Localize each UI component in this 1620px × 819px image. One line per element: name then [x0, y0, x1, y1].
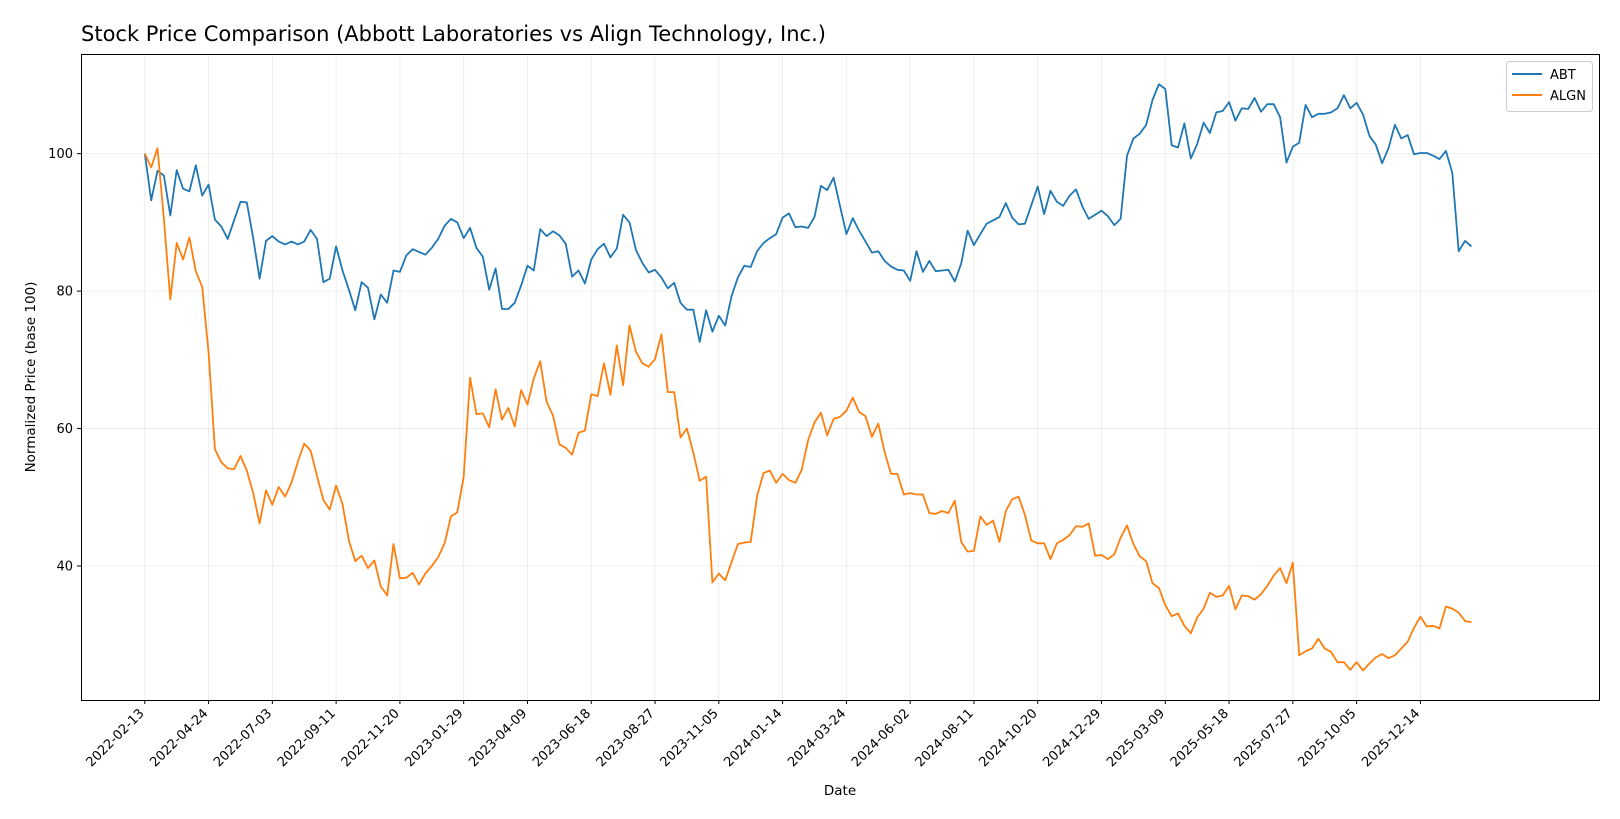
legend: ABT ALGN [1506, 61, 1593, 112]
series-line-algn [143, 147, 1472, 672]
series-lines [143, 83, 1472, 672]
y-tick-label: 100 [48, 147, 73, 162]
legend-label-abt: ABT [1550, 68, 1576, 83]
series-line-abt [143, 83, 1472, 343]
chart-title: Stock Price Comparison (Abbott Laborator… [81, 22, 826, 46]
y-tick-label: 60 [56, 422, 73, 437]
gridlines [81, 54, 1599, 700]
y-axis-label: Normalized Price (base 100) [23, 282, 39, 473]
plot-frame [81, 54, 1600, 701]
legend-label-algn: ALGN [1550, 89, 1586, 104]
y-axis-ticks: 40 60 80 100 [48, 147, 81, 574]
y-tick-label: 40 [56, 559, 73, 574]
y-tick-label: 80 [56, 285, 73, 300]
x-axis-label: Date [824, 783, 856, 799]
